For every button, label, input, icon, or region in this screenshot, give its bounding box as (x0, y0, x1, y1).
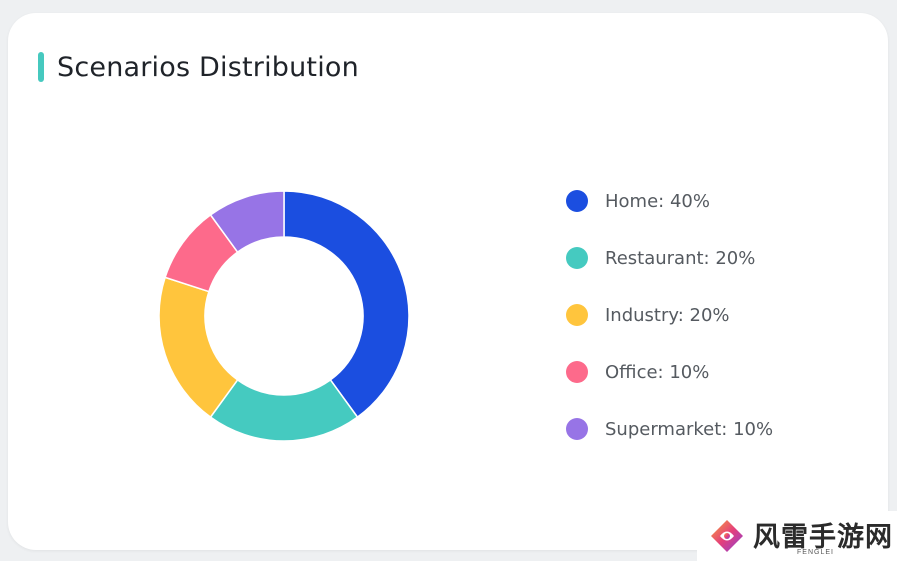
legend-item-office[interactable]: Office: 10% (566, 357, 709, 387)
legend-item-industry[interactable]: Industry: 20% (566, 300, 730, 330)
watermark-subtext: FENGLEI (797, 549, 834, 556)
legend-dot (566, 418, 588, 440)
legend-label: Industry: 20% (605, 304, 730, 326)
slice-home[interactable] (283, 190, 410, 419)
legend-dot (566, 304, 588, 326)
legend-item-supermarket[interactable]: Supermarket: 10% (566, 414, 773, 444)
legend-label: Supermarket: 10% (605, 418, 774, 440)
chart-card: Scenarios Distribution (8, 13, 888, 550)
legend-label: Restaurant: 20% (605, 247, 756, 269)
chart-title: Scenarios Distribution (57, 51, 359, 83)
watermark-text: 风雷手游网 (753, 522, 893, 553)
legend-item-restaurant[interactable]: Restaurant: 20% (566, 243, 755, 273)
fenglei-logo-icon (711, 520, 743, 552)
title-accent-bar (38, 52, 44, 82)
watermark: 风雷手游网 FENGLEI (697, 511, 897, 561)
card-header: Scenarios Distribution (38, 51, 359, 83)
legend-dot (566, 247, 588, 269)
legend-dot (566, 361, 588, 383)
slice-restaurant[interactable] (209, 378, 359, 442)
legend-label: Office: 10% (605, 361, 710, 383)
legend-item-home[interactable]: Home: 40% (566, 186, 710, 216)
legend-dot (566, 190, 588, 212)
legend-label: Home: 40% (605, 190, 710, 212)
slice-supermarket[interactable] (209, 190, 285, 254)
slice-industry[interactable] (158, 276, 239, 419)
